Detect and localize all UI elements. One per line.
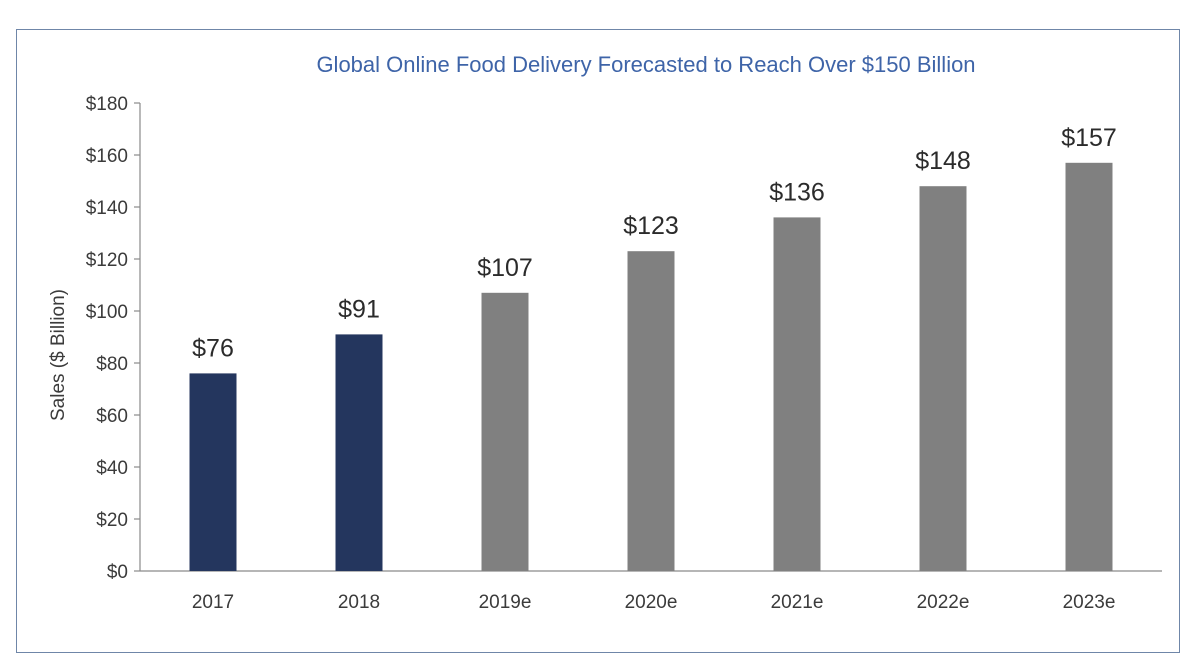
data-label: $91 [338,295,380,323]
y-tick-label: $0 [107,562,128,583]
data-label: $107 [477,254,533,282]
bar-2019e [481,292,529,571]
bars [189,162,1113,572]
y-tick-label: $60 [96,406,128,427]
data-label: $123 [623,212,679,240]
bar-2021e [773,217,821,571]
y-tick-label: $100 [86,302,128,323]
bar-2017 [189,373,237,571]
x-tick-label: 2019e [479,592,532,613]
y-tick-label: $40 [96,458,128,479]
x-tick-label: 2018 [338,592,380,613]
data-label: $136 [769,178,825,206]
y-tick-label: $140 [86,198,128,219]
bar-2018 [335,334,383,571]
x-tick-label: 2022e [917,592,970,613]
x-tick-label: 2023e [1063,592,1116,613]
data-labels: $76 $91 $107 $123 $136 $148 $157 [192,124,1117,363]
data-label: $148 [915,147,971,175]
y-tick-label: $120 [86,250,128,271]
data-label: $76 [192,334,234,362]
y-tick-label: $20 [96,510,128,531]
y-tick-label: $80 [96,354,128,375]
y-axis-ticks: $0 $20 $40 $60 $80 $100 $120 $140 $160 $180 [86,94,140,583]
x-tick-label: 2017 [192,592,234,613]
chart-title: Global Online Food Delivery Forecasted t… [316,52,975,77]
bar-2020e [627,251,675,571]
x-tick-label: 2021e [771,592,824,613]
y-axis-label: Sales ($ Billion) [48,289,69,421]
bar-2022e [919,186,967,571]
y-tick-label: $160 [86,146,128,167]
x-axis-ticks: 2017 2018 2019e 2020e 2021e 2022e 2023e [192,592,1116,613]
data-label: $157 [1061,124,1117,152]
bar-2023e [1065,162,1113,572]
x-tick-label: 2020e [625,592,678,613]
chart-frame [16,29,1180,653]
y-tick-label: $180 [86,94,128,115]
